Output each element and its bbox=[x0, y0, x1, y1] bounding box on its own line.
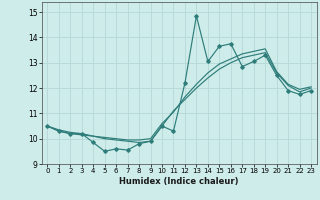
X-axis label: Humidex (Indice chaleur): Humidex (Indice chaleur) bbox=[119, 177, 239, 186]
